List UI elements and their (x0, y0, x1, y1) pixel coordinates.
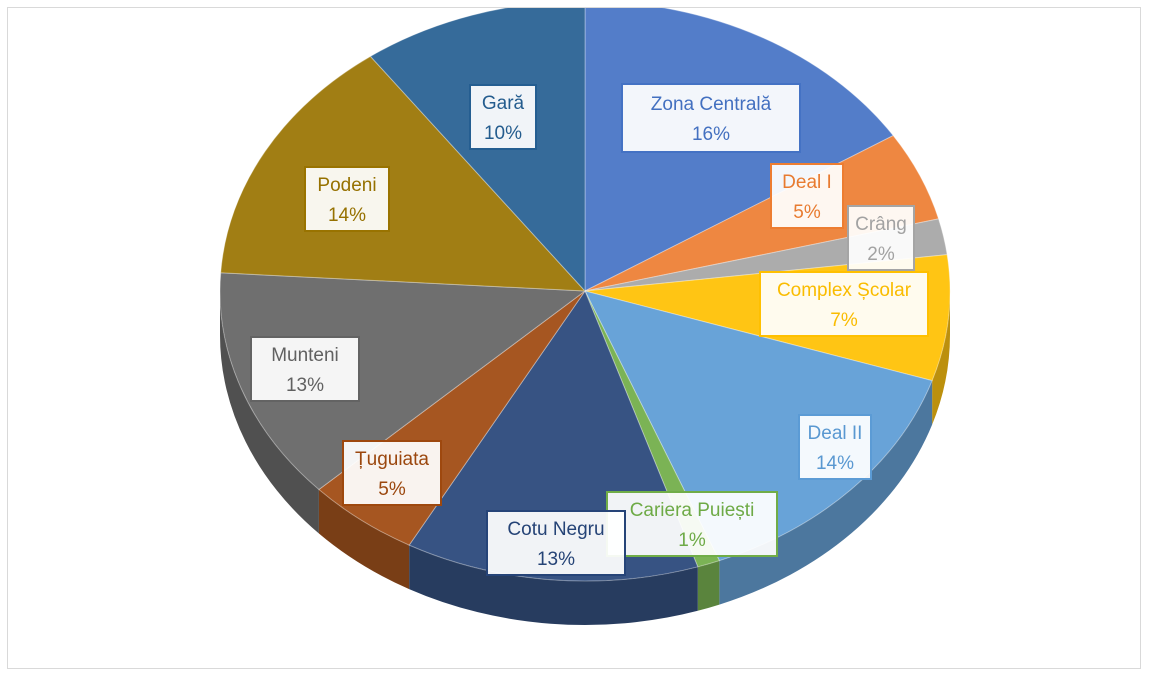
data-label-tuguiata: Țuguiata 5% (342, 440, 442, 506)
data-label-box (486, 510, 626, 576)
slice-percent-label: 10% (484, 123, 522, 144)
slice-percent-label: 14% (816, 453, 854, 474)
slice-name-label: Podeni (317, 175, 376, 196)
slice-percent-label: 2% (867, 244, 895, 265)
slice-name-label: Munteni (271, 345, 339, 366)
slice-percent-label: 13% (537, 549, 575, 570)
slice-name-label: Deal II (808, 423, 863, 444)
slice-percent-label: 5% (378, 479, 406, 500)
slice-podeni (220, 55, 587, 292)
slice-munteni (219, 272, 587, 491)
data-label-box (770, 163, 844, 229)
data-label-deal-i: Deal I 5% (770, 163, 844, 229)
data-label-gara: Gară 10% (469, 84, 537, 150)
data-label-munteni: Munteni 13% (250, 336, 360, 402)
data-label-zona-centrala: Zona Centrală 16% (621, 83, 801, 153)
slice-side-cariera-puiesti (697, 560, 720, 611)
slice-side-munteni (220, 291, 319, 534)
data-label-box (759, 271, 929, 337)
slice-percent-label: 14% (328, 205, 366, 226)
pie-chart: Zona Centrală 16% Deal I 5% Crâng 2% Complex Ș… (219, 8, 951, 625)
slice-percent-label: 5% (793, 202, 821, 223)
data-label-crang: Crâng 2% (847, 205, 915, 271)
data-label-box (469, 84, 537, 150)
data-label-cotu-negru: Cotu Negru 13% (486, 510, 626, 576)
slice-percent-label: 1% (678, 530, 706, 551)
slice-name-label: Cotu Negru (507, 519, 604, 540)
data-label-cariera-puiesti: Cariera Puiești 1% (606, 491, 778, 557)
data-label-box (606, 491, 778, 557)
slice-name-label: Cariera Puiești (630, 500, 755, 521)
slice-name-label: Zona Centrală (651, 94, 772, 115)
data-labels: Zona Centrală 16% Deal I 5% Crâng 2% Complex Ș… (250, 83, 929, 576)
slice-name-label: Complex Școlar (777, 280, 912, 301)
data-label-complex-scolar: Complex Școlar 7% (759, 271, 929, 337)
slice-percent-label: 16% (692, 124, 730, 145)
data-label-box (847, 205, 915, 271)
slice-name-label: Crâng (855, 214, 907, 235)
slice-side-tuguiata (318, 489, 410, 590)
slice-name-label: Țuguiata (355, 449, 429, 470)
data-label-podeni: Podeni 14% (304, 166, 390, 232)
data-label-box (621, 83, 801, 153)
slice-name-label: Deal I (782, 172, 832, 193)
data-label-box (342, 440, 442, 506)
slice-side-cotu-negru (409, 545, 698, 625)
data-label-box (304, 166, 390, 232)
slice-side-complex-scolar (932, 291, 950, 425)
slice-deal-i (584, 134, 940, 292)
data-label-box (250, 336, 360, 402)
chart-area: Zona Centrală 16% Deal I 5% Crâng 2% Complex Ș… (7, 7, 1141, 669)
data-label-deal-ii: Deal II 14% (798, 414, 872, 480)
slice-percent-label: 13% (286, 375, 324, 396)
data-label-box (798, 414, 872, 480)
slice-name-label: Gară (482, 93, 525, 114)
slice-percent-label: 7% (830, 310, 858, 331)
